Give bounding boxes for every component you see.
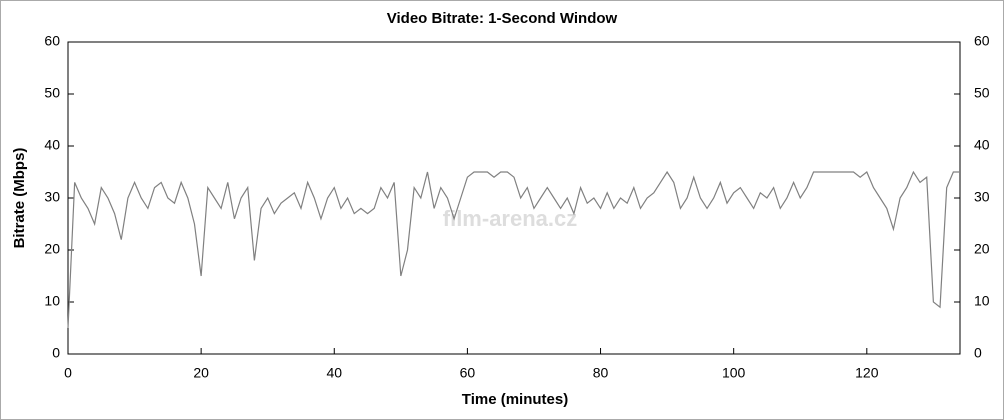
- y-tick-label: 50: [44, 85, 60, 101]
- x-tick-label: 80: [593, 365, 609, 381]
- x-tick-label: 100: [722, 365, 746, 381]
- y-tick-label: 20: [44, 241, 60, 257]
- y-tick-label: 0: [52, 345, 60, 361]
- y2-tick-label: 0: [974, 345, 982, 361]
- x-tick-label: 120: [855, 365, 879, 381]
- y-tick-label: 30: [44, 189, 60, 205]
- y2-tick-label: 20: [974, 241, 990, 257]
- y2-tick-label: 30: [974, 189, 990, 205]
- x-tick-label: 60: [460, 365, 476, 381]
- y-tick-label: 60: [44, 33, 60, 49]
- y2-tick-label: 40: [974, 137, 990, 153]
- y-tick-label: 40: [44, 137, 60, 153]
- x-axis-title: Time (minutes): [462, 391, 568, 408]
- x-tick-label: 20: [193, 365, 209, 381]
- y-axis-title: Bitrate (Mbps): [11, 148, 28, 249]
- chart-title: Video Bitrate: 1-Second Window: [387, 10, 618, 27]
- y2-tick-label: 60: [974, 33, 990, 49]
- y-tick-label: 10: [44, 293, 60, 309]
- y2-tick-label: 10: [974, 293, 990, 309]
- y2-tick-label: 50: [974, 85, 990, 101]
- x-tick-label: 0: [64, 365, 72, 381]
- x-tick-label: 40: [326, 365, 342, 381]
- bitrate-line: [67, 170, 960, 329]
- watermark: film-arena.cz: [443, 206, 578, 231]
